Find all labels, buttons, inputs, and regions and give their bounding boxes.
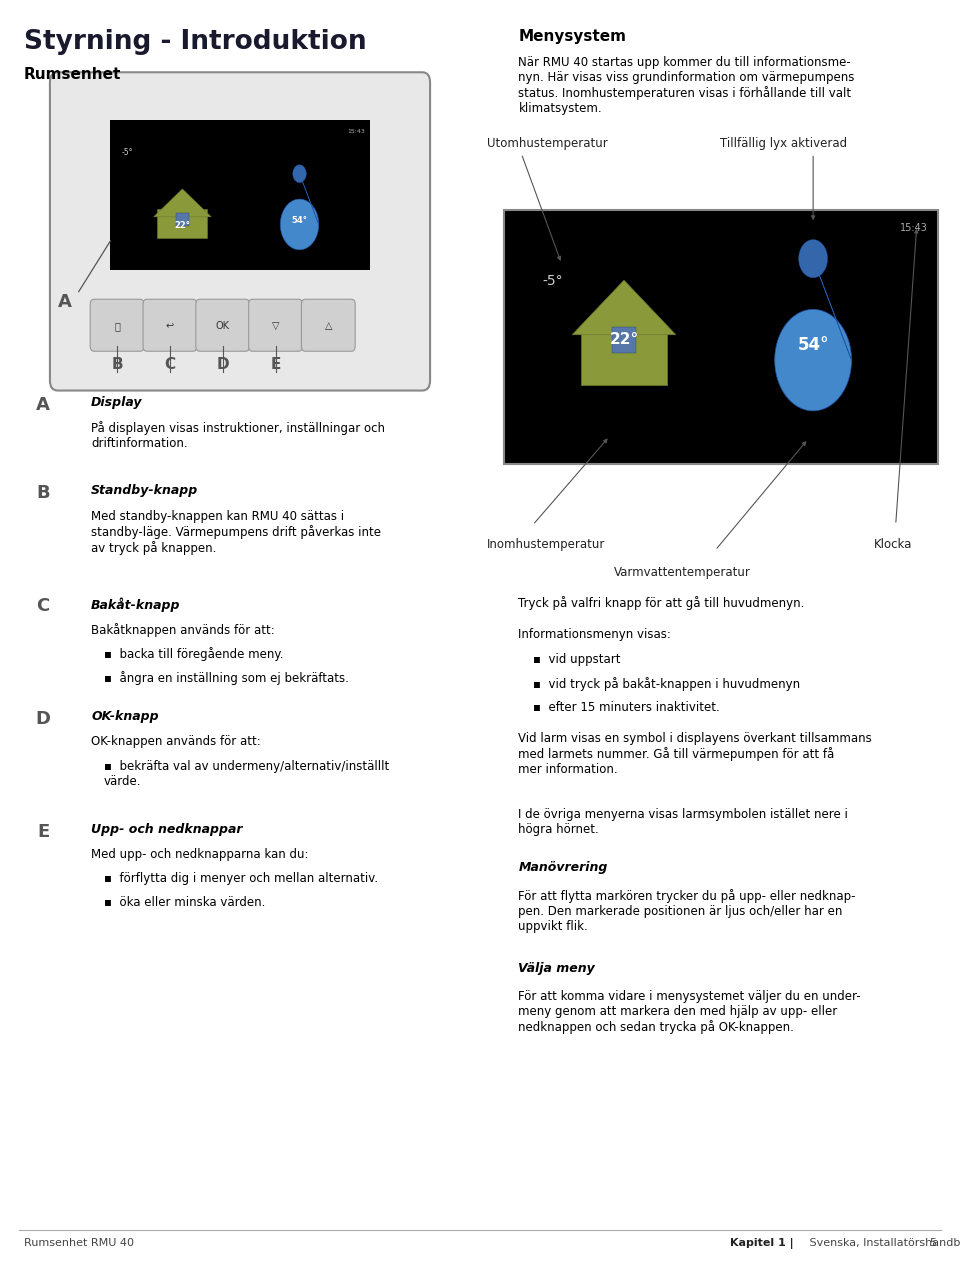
- Text: För att komma vidare i menysystemet väljer du en under-
meny genom att markera d: För att komma vidare i menysystemet välj…: [518, 990, 861, 1035]
- Text: E: E: [271, 356, 280, 372]
- FancyBboxPatch shape: [196, 299, 250, 351]
- Bar: [176, 213, 189, 226]
- Text: På displayen visas instruktioner, inställningar och
driftinformation.: På displayen visas instruktioner, instäl…: [91, 421, 385, 450]
- Polygon shape: [280, 174, 319, 250]
- Text: Rumsenhet RMU 40: Rumsenhet RMU 40: [24, 1238, 134, 1248]
- Text: A: A: [36, 396, 50, 413]
- Text: 15:43: 15:43: [900, 223, 928, 233]
- Text: B: B: [36, 484, 50, 502]
- Text: När RMU 40 startas upp kommer du till informationsme-
nyn. Här visas viss grundi: När RMU 40 startas upp kommer du till in…: [518, 56, 854, 115]
- Text: Vid larm visas en symbol i displayens överkant tillsammans
med larmets nummer. G: Vid larm visas en symbol i displayens öv…: [518, 732, 872, 776]
- Text: △: △: [324, 321, 332, 331]
- Text: Menysystem: Menysystem: [518, 29, 627, 44]
- Bar: [612, 327, 636, 353]
- Text: Inomhustemperatur: Inomhustemperatur: [487, 538, 605, 550]
- Text: Kapitel 1 |: Kapitel 1 |: [730, 1238, 793, 1249]
- Bar: [157, 209, 207, 238]
- Text: Tryck på valfri knapp för att gå till huvudmenyn.: Tryck på valfri knapp för att gå till hu…: [518, 596, 804, 610]
- Text: Utomhustemperatur: Utomhustemperatur: [487, 137, 608, 150]
- Text: E: E: [37, 823, 49, 841]
- Text: D: D: [36, 710, 51, 728]
- Text: D: D: [216, 356, 229, 372]
- Text: 22°: 22°: [610, 332, 638, 347]
- FancyBboxPatch shape: [50, 72, 430, 391]
- Text: ▪  öka eller minska värden.: ▪ öka eller minska värden.: [104, 896, 265, 909]
- FancyBboxPatch shape: [90, 299, 144, 351]
- Text: Tillfällig lyx aktiverad: Tillfällig lyx aktiverad: [720, 137, 847, 150]
- Text: Styrning - Introduktion: Styrning - Introduktion: [24, 29, 367, 56]
- Text: 54°: 54°: [292, 216, 307, 226]
- Text: B: B: [111, 356, 123, 372]
- Text: Bakåt-knapp: Bakåt-knapp: [91, 597, 180, 611]
- Text: ▽: ▽: [272, 321, 279, 331]
- Text: ▪  backa till föregående meny.: ▪ backa till föregående meny.: [104, 647, 283, 661]
- Text: A: A: [59, 293, 72, 311]
- Text: ▪  efter 15 minuters inaktivitet.: ▪ efter 15 minuters inaktivitet.: [533, 701, 720, 714]
- Text: OK: OK: [216, 321, 229, 331]
- Text: Med upp- och nedknapparna kan du:: Med upp- och nedknapparna kan du:: [91, 848, 309, 861]
- Polygon shape: [775, 259, 852, 411]
- Polygon shape: [572, 280, 676, 335]
- Text: OK-knapp: OK-knapp: [91, 710, 158, 723]
- Text: C: C: [164, 356, 176, 372]
- Text: ⏻: ⏻: [114, 321, 120, 331]
- Text: Standby-knapp: Standby-knapp: [91, 484, 199, 497]
- Bar: [504, 210, 938, 464]
- Text: ▪  förflytta dig i menyer och mellan alternativ.: ▪ förflytta dig i menyer och mellan alte…: [104, 872, 378, 885]
- Text: Rumsenhet: Rumsenhet: [24, 67, 121, 82]
- Text: Varmvattentemperatur: Varmvattentemperatur: [614, 566, 752, 578]
- FancyBboxPatch shape: [301, 299, 355, 351]
- Text: Bakåtknappen används för att:: Bakåtknappen används för att:: [91, 623, 275, 637]
- Text: 5: 5: [929, 1238, 936, 1248]
- Text: Välja meny: Välja meny: [518, 962, 595, 975]
- Text: För att flytta markören trycker du på upp- eller nedknap-
pen. Den markerade pos: För att flytta markören trycker du på up…: [518, 889, 856, 933]
- Text: -5°: -5°: [122, 148, 133, 157]
- Polygon shape: [154, 189, 211, 217]
- Text: ▪  vid uppstart: ▪ vid uppstart: [533, 653, 620, 666]
- Text: ▪  bekräfta val av undermeny/alternativ/inställlt
värde.: ▪ bekräfta val av undermeny/alternativ/i…: [104, 760, 389, 787]
- Text: Klocka: Klocka: [874, 538, 912, 550]
- FancyBboxPatch shape: [249, 299, 302, 351]
- Text: ▪  ångra en inställning som ej bekräftats.: ▪ ångra en inställning som ej bekräftats…: [104, 671, 348, 685]
- Bar: [581, 326, 667, 385]
- Text: 54°: 54°: [798, 336, 828, 354]
- Text: Svenska, Installatörshandbok - RMU 40: Svenska, Installatörshandbok - RMU 40: [806, 1238, 960, 1248]
- Text: ↩: ↩: [166, 321, 174, 331]
- Text: Manövrering: Manövrering: [518, 861, 608, 874]
- Text: 22°: 22°: [175, 221, 190, 231]
- Text: Med standby-knappen kan RMU 40 sättas i
standby-läge. Värmepumpens drift påverka: Med standby-knappen kan RMU 40 sättas i …: [91, 510, 381, 555]
- Text: I de övriga menyerna visas larmsymbolen istället nere i
högra hörnet.: I de övriga menyerna visas larmsymbolen …: [518, 808, 849, 836]
- Text: 15:43: 15:43: [347, 129, 365, 134]
- Text: Display: Display: [91, 396, 143, 408]
- FancyBboxPatch shape: [143, 299, 197, 351]
- Bar: [110, 120, 370, 270]
- Text: -5°: -5°: [542, 274, 563, 288]
- Text: C: C: [36, 597, 50, 615]
- Text: OK-knappen används för att:: OK-knappen används för att:: [91, 735, 261, 748]
- Text: Upp- och nedknappar: Upp- och nedknappar: [91, 823, 243, 836]
- Text: ▪  vid tryck på bakåt-knappen i huvudmenyn: ▪ vid tryck på bakåt-knappen i huvudmeny…: [533, 677, 800, 691]
- Text: Informationsmenyn visas:: Informationsmenyn visas:: [518, 628, 671, 640]
- Polygon shape: [799, 240, 828, 278]
- Polygon shape: [293, 165, 306, 183]
